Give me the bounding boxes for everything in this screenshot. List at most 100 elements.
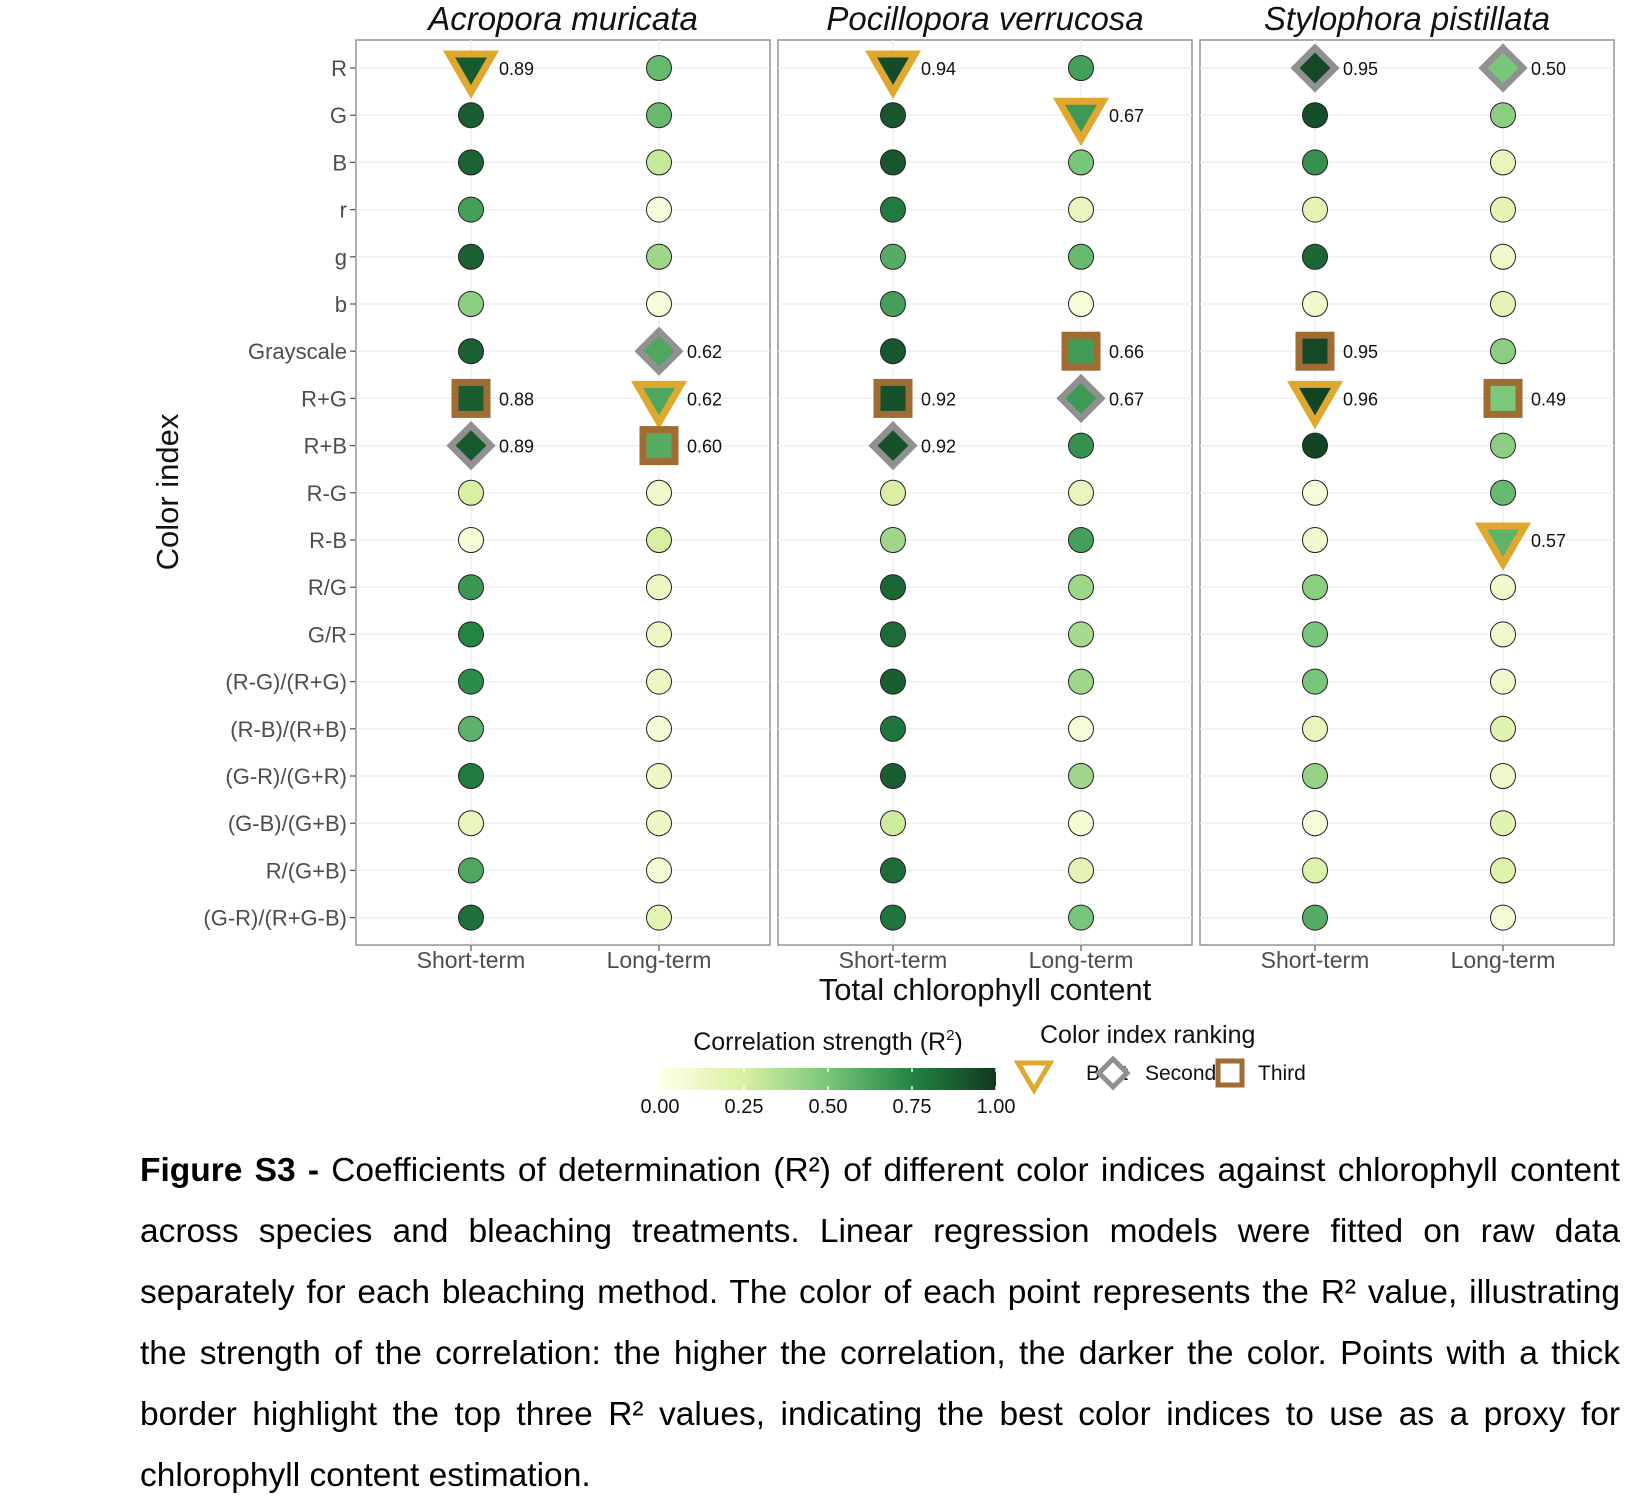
point-pocillopora-verrucosa-short-term-b: [880, 291, 906, 317]
y-tick-label: (R-B)/(R+B): [230, 717, 347, 742]
point-pocillopora-verrucosa-short-term-r: [880, 196, 906, 223]
point-acropora-muricata-long-term-g-r-r-g-b: [646, 904, 672, 931]
point-best-pocillopora-verrucosa-short-term-r: [864, 50, 922, 99]
point-pocillopora-verrucosa-long-term-r: [1068, 196, 1094, 223]
y-tick-label: B: [332, 150, 347, 175]
point-pocillopora-verrucosa-short-term-r-b: [880, 527, 906, 553]
data-label: 0.49: [1531, 389, 1566, 409]
y-tick-label: G: [330, 103, 347, 128]
point-acropora-muricata-long-term-r: [646, 196, 672, 223]
ranking-legend-title: Color index ranking: [1040, 1021, 1255, 1049]
point-stylophora-pistillata-short-term-g: [1302, 243, 1328, 270]
point-pocillopora-verrucosa-short-term-g-r: [880, 621, 906, 648]
point-acropora-muricata-short-term-b: [458, 291, 484, 317]
point-stylophora-pistillata-long-term-r-g-r-g: [1490, 668, 1516, 695]
point-stylophora-pistillata-short-term-b: [1302, 291, 1328, 317]
point-pocillopora-verrucosa-long-term-g-b-g-b: [1068, 810, 1094, 837]
point-acropora-muricata-long-term-g: [646, 243, 672, 270]
point-second-pocillopora-verrucosa-long-term-r-g: [1056, 373, 1106, 423]
data-label: 0.67: [1109, 106, 1144, 126]
point-acropora-muricata-short-term-g-r-g-r: [458, 763, 484, 789]
point-pocillopora-verrucosa-short-term-g-b-g-b: [880, 810, 906, 837]
point-second-acropora-muricata-long-term-grayscale: [634, 326, 684, 376]
point-second-stylophora-pistillata-short-term-r: [1290, 43, 1340, 93]
point-stylophora-pistillata-long-term-b: [1490, 149, 1516, 176]
point-pocillopora-verrucosa-long-term-b: [1068, 291, 1094, 317]
point-acropora-muricata-long-term-r-b: [646, 527, 672, 553]
color-scale-tick-label: 0.75: [893, 1096, 932, 1118]
color-scale-tick-label: 1.00: [977, 1096, 1016, 1118]
point-acropora-muricata-short-term-g-r: [458, 621, 484, 648]
point-acropora-muricata-long-term-r-g-b: [646, 857, 672, 884]
point-stylophora-pistillata-short-term-g-r: [1302, 621, 1328, 648]
point-acropora-muricata-long-term-b: [646, 149, 672, 176]
point-acropora-muricata-short-term-r: [458, 196, 484, 223]
point-best-stylophora-pistillata-long-term-r-b: [1474, 522, 1532, 571]
y-tick-label: G/R: [308, 622, 347, 647]
data-label: 0.92: [921, 437, 956, 457]
point-stylophora-pistillata-short-term-g-r-g-r: [1302, 763, 1328, 789]
point-second-stylophora-pistillata-long-term-r: [1478, 43, 1528, 93]
point-acropora-muricata-short-term-g: [458, 243, 484, 270]
point-stylophora-pistillata-short-term-r-g-b: [1302, 857, 1328, 884]
y-tick-label: Grayscale: [248, 339, 347, 364]
data-label: 0.89: [499, 437, 534, 457]
point-stylophora-pistillata-short-term-r: [1302, 196, 1328, 223]
y-tick-label: R-G: [307, 481, 347, 506]
y-tick-label: R/(G+B): [266, 858, 347, 883]
y-tick-label: (G-B)/(G+B): [228, 811, 347, 836]
point-pocillopora-verrucosa-short-term-g-r-r-g-b: [880, 904, 906, 931]
point-pocillopora-verrucosa-short-term-g-r-g-r: [880, 763, 906, 789]
point-stylophora-pistillata-short-term-r-b: [1302, 432, 1328, 459]
point-stylophora-pistillata-short-term-g: [1302, 102, 1328, 129]
figure-chart: Acropora muricata Short-term Long-term Poci…: [150, 0, 1615, 1118]
point-acropora-muricata-short-term-grayscale: [458, 338, 484, 365]
point-acropora-muricata-short-term-r-g-r-g: [458, 668, 484, 695]
point-third-stylophora-pistillata-long-term-r-g: [1483, 378, 1523, 418]
point-stylophora-pistillata-short-term-g-b-g-b: [1302, 810, 1328, 837]
point-acropora-muricata-short-term-b: [458, 149, 484, 176]
data-label: 0.88: [499, 389, 534, 409]
point-acropora-muricata-short-term-r-g: [458, 479, 484, 506]
y-tick-label: (G-R)/(G+R): [225, 764, 347, 789]
x-tick-label: Short-term: [417, 947, 526, 973]
point-pocillopora-verrucosa-long-term-r: [1068, 55, 1094, 81]
color-scale-tick-label: 0.25: [725, 1096, 764, 1118]
point-acropora-muricata-short-term-g-r-r-g-b: [458, 904, 484, 931]
point-stylophora-pistillata-long-term-g: [1490, 243, 1516, 270]
caption-text: Coefficients of determination (R²) of di…: [140, 1152, 1620, 1494]
point-pocillopora-verrucosa-short-term-r-g-r-g: [880, 668, 906, 695]
color-scale-bar: [660, 1068, 996, 1090]
point-best-acropora-muricata-long-term-r-g: [630, 380, 688, 430]
point-pocillopora-verrucosa-long-term-r-b: [1068, 432, 1094, 459]
y-tick-label: b: [335, 292, 347, 317]
point-stylophora-pistillata-long-term-r-g: [1490, 574, 1516, 601]
panel-title: Acropora muricata: [426, 0, 698, 37]
point-pocillopora-verrucosa-long-term-r-g-r-g: [1068, 668, 1094, 695]
point-acropora-muricata-long-term-g-b-g-b: [646, 810, 672, 837]
data-label: 0.66: [1109, 342, 1144, 362]
point-pocillopora-verrucosa-short-term-r-g-b: [880, 857, 906, 884]
y-tick-label: R: [331, 56, 347, 81]
point-pocillopora-verrucosa-short-term-r-g: [880, 574, 906, 601]
point-best-acropora-muricata-short-term-r: [442, 50, 500, 99]
point-stylophora-pistillata-long-term-r-b: [1490, 432, 1516, 459]
figure-caption: Figure S3 - Coefficients of determinatio…: [140, 1140, 1620, 1506]
point-pocillopora-verrucosa-long-term-r-b: [1068, 527, 1094, 553]
point-stylophora-pistillata-short-term-g-r-r-g-b: [1302, 904, 1328, 931]
point-third-acropora-muricata-long-term-r-b: [639, 426, 679, 466]
point-second-acropora-muricata-short-term-r-b: [446, 421, 496, 471]
point-acropora-muricata-long-term-r-g: [646, 479, 672, 506]
point-stylophora-pistillata-short-term-r-b: [1302, 527, 1328, 553]
point-acropora-muricata-long-term-b: [646, 291, 672, 317]
point-stylophora-pistillata-long-term-g-r-r-g-b: [1490, 904, 1516, 931]
point-third-pocillopora-verrucosa-long-term-grayscale: [1061, 331, 1101, 371]
point-pocillopora-verrucosa-long-term-g-r-r-g-b: [1068, 904, 1094, 931]
point-pocillopora-verrucosa-long-term-g: [1068, 243, 1094, 270]
point-acropora-muricata-long-term-g-r: [646, 621, 672, 648]
point-acropora-muricata-short-term-r-b: [458, 527, 484, 553]
legend-second-icon: [1095, 1055, 1131, 1091]
data-label: 0.89: [499, 59, 534, 79]
point-acropora-muricata-long-term-g: [646, 102, 672, 129]
point-acropora-muricata-long-term-g-r-g-r: [646, 763, 672, 789]
